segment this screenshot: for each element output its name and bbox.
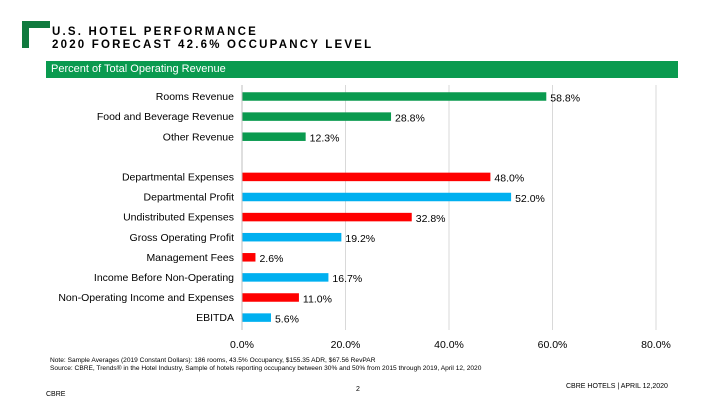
bar bbox=[242, 273, 329, 282]
corner-accent-vertical bbox=[22, 21, 29, 48]
category-label: Non-Operating Income and Expenses bbox=[58, 292, 234, 304]
bar bbox=[242, 212, 412, 222]
data-label: 48.0% bbox=[494, 173, 524, 185]
bar bbox=[242, 172, 491, 182]
page-title: U.S. HOTEL PERFORMANCE 2020 FORECAST 42.… bbox=[52, 26, 373, 52]
category-label: Income Before Non-Operating bbox=[94, 272, 234, 284]
title-line-2: 2020 FORECAST 42.6% OCCUPANCY LEVEL bbox=[52, 39, 374, 51]
category-label: Management Fees bbox=[146, 252, 234, 264]
bar bbox=[242, 232, 342, 242]
x-tick-label: 0.0% bbox=[230, 339, 254, 351]
corner-accent-horizontal bbox=[22, 21, 50, 28]
x-tick-label: 20.0% bbox=[331, 339, 361, 351]
data-label: 58.8% bbox=[550, 92, 580, 104]
note-sample: Note: Sample Averages (2019 Constant Dol… bbox=[50, 357, 376, 364]
x-tick-label: 60.0% bbox=[538, 339, 568, 351]
category-label: Rooms Revenue bbox=[156, 91, 234, 103]
bar bbox=[242, 293, 299, 302]
x-tick-label: 40.0% bbox=[434, 339, 464, 351]
title-line-1: U.S. HOTEL PERFORMANCE bbox=[52, 26, 259, 38]
footer-date: CBRE HOTELS | APRIL 12,2020 bbox=[566, 383, 668, 390]
category-label: Departmental Profit bbox=[144, 192, 235, 204]
data-label: 32.8% bbox=[416, 213, 446, 225]
data-label: 12.3% bbox=[310, 133, 340, 145]
chart-banner: Percent of Total Operating Revenue bbox=[46, 61, 678, 78]
bar-chart: 0.0% 20.0% 40.0% 60.0% 80.0% Rooms Revenue 58.… bbox=[58, 85, 671, 351]
page-number: 2 bbox=[356, 386, 360, 393]
data-label: 52.0% bbox=[515, 193, 545, 205]
bar bbox=[242, 192, 512, 202]
category-label: Food and Beverage Revenue bbox=[97, 111, 234, 123]
category-label: Undistributed Expenses bbox=[123, 212, 234, 224]
bar bbox=[242, 253, 256, 262]
bar bbox=[242, 313, 271, 322]
note-source: Source: CBRE, Trends® in the Hotel Indus… bbox=[50, 365, 482, 372]
data-label: 16.7% bbox=[332, 273, 362, 285]
data-label: 19.2% bbox=[345, 233, 375, 245]
x-tick-label: 80.0% bbox=[641, 339, 671, 351]
category-label: Gross Operating Profit bbox=[130, 232, 235, 244]
data-label: 11.0% bbox=[303, 293, 332, 305]
bar bbox=[242, 92, 547, 101]
data-label: 28.8% bbox=[395, 112, 425, 124]
category-label: EBITDA bbox=[196, 312, 234, 324]
category-label: Other Revenue bbox=[163, 131, 234, 143]
notes: Note: Sample Averages (2019 Constant Dol… bbox=[50, 357, 610, 373]
data-label: 2.6% bbox=[259, 253, 283, 265]
footer-brand: CBRE bbox=[46, 391, 66, 398]
category-label: Departmental Expenses bbox=[122, 172, 234, 184]
bar bbox=[242, 112, 392, 121]
data-label: 5.6% bbox=[275, 313, 299, 325]
bar bbox=[242, 132, 306, 141]
